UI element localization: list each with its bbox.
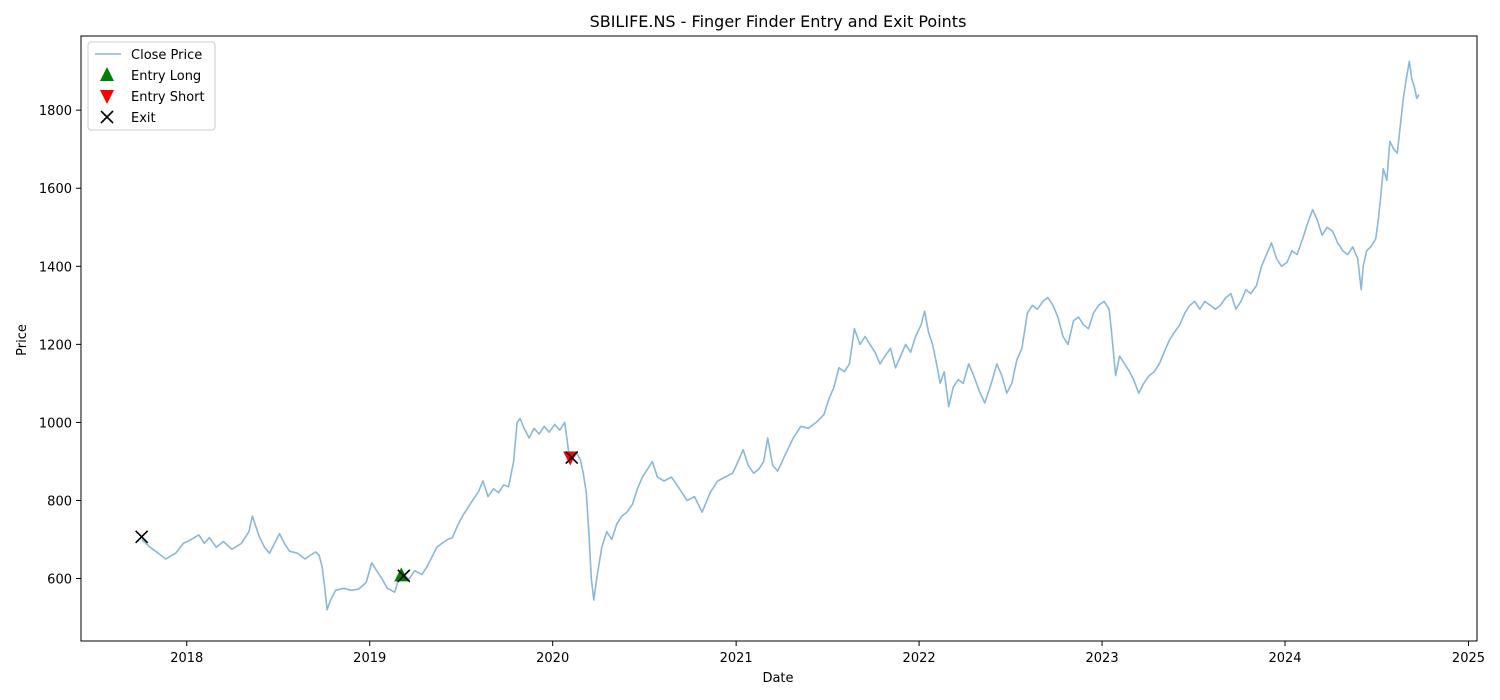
x-tick-label: 2019 [353, 651, 386, 666]
exit-marker [135, 530, 149, 544]
legend-close-price-label: Close Price [131, 48, 202, 63]
exit-marker [565, 450, 579, 465]
y-tick-label: 600 [47, 573, 72, 588]
series-layer [135, 60, 1420, 611]
x-tick-label: 2023 [1086, 651, 1119, 666]
chart-title: SBILIFE.NS - Finger Finder Entry and Exi… [590, 12, 967, 31]
y-tick-label: 1400 [39, 260, 72, 275]
y-tick-label: 800 [47, 494, 72, 509]
x-tick-label: 2022 [903, 651, 936, 666]
legend-exit-label: Exit [131, 111, 156, 126]
legend-box [87, 41, 216, 131]
legend-entry-short-swatch [100, 90, 114, 104]
plot-area [80, 35, 1478, 642]
legend-exit-swatch [100, 110, 114, 124]
x-tick-label: 2018 [170, 651, 203, 666]
x-tick-label: 2020 [536, 651, 569, 666]
y-tick-label: 1800 [39, 104, 72, 119]
x-tick-label: 2025 [1452, 651, 1485, 666]
x-axis-label: Date [762, 671, 793, 686]
x-tick-label: 2024 [1268, 651, 1301, 666]
legend: Close Price Entry Long Entry Short Exit [87, 41, 216, 131]
exit-marker [397, 569, 411, 583]
x-axis-ticks: 2018 2019 2020 2021 2022 2023 2024 2025 [170, 641, 1485, 666]
y-tick-label: 1000 [39, 416, 72, 431]
y-tick-label: 1200 [39, 338, 72, 353]
y-axis-label: Price [15, 324, 30, 356]
close-price-line [141, 60, 1420, 611]
legend-entry-long-swatch [100, 67, 114, 81]
legend-entry-long-label: Entry Long [131, 69, 201, 84]
y-axis-ticks: 600 800 1000 1200 1400 1600 1800 [39, 104, 81, 588]
y-tick-label: 1600 [39, 182, 72, 197]
legend-entry-short-label: Entry Short [131, 90, 205, 105]
x-tick-label: 2021 [720, 651, 753, 666]
